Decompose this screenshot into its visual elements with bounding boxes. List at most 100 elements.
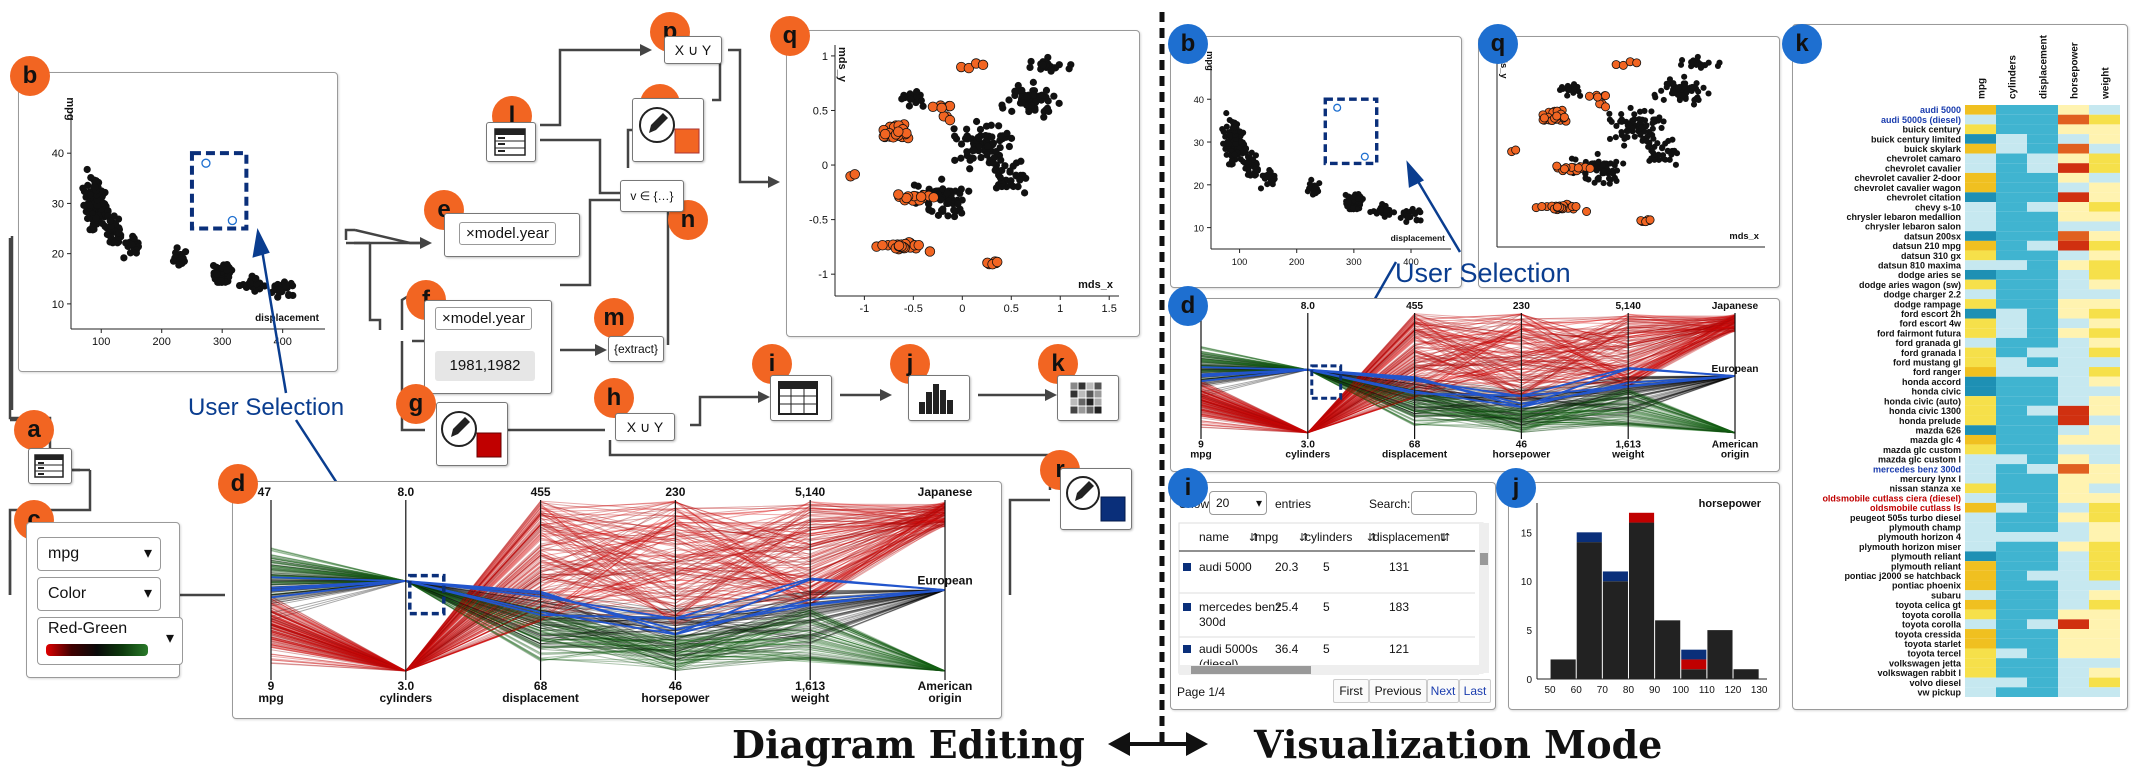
heatmap-cell bbox=[2027, 347, 2058, 358]
row-marker bbox=[1183, 603, 1191, 611]
mds-node-q[interactable]: mds_y mds_x 1 0.5 0 -0.5 -1 -1 -0.5 0 0.5 1 1.5 bbox=[786, 30, 1140, 337]
data-line bbox=[1200, 313, 1736, 434]
visual-mapping-node-c[interactable]: mpg ▾ Color ▾ Red-Green ▾ bbox=[26, 522, 183, 678]
heatmap-cell bbox=[1965, 687, 1996, 697]
data-line bbox=[270, 518, 946, 672]
axis-top-label: 230 bbox=[1513, 301, 1530, 312]
entries-select[interactable]: 20 ▾ bbox=[1209, 491, 1267, 515]
data-line bbox=[270, 558, 946, 672]
heatmap-cell bbox=[1996, 629, 2027, 639]
parallel-coordinates-node-d[interactable]: 47 9 mpg 8.0 3.0 cylinders 455 68 displacement 23… bbox=[232, 481, 1002, 719]
data-point bbox=[1678, 57, 1686, 64]
data-line bbox=[1200, 313, 1736, 434]
heatmap-cell bbox=[2058, 648, 2089, 659]
data-point bbox=[93, 201, 101, 209]
viz-parallel-d[interactable]: 479mpg8.03.0cylinders45568displacement23… bbox=[1170, 298, 1780, 472]
mode-toggle-arrow[interactable] bbox=[1108, 724, 1208, 764]
filter-attr-chip[interactable]: ×model.year bbox=[435, 307, 532, 330]
data-line bbox=[1200, 326, 1736, 434]
axis-bottom-label: 68 bbox=[1409, 440, 1421, 451]
next-button[interactable]: Next bbox=[1427, 679, 1459, 703]
heatmap-cell bbox=[2089, 308, 2120, 319]
model-year-chip[interactable]: ×model.year bbox=[459, 222, 556, 245]
mpg-select[interactable]: mpg ▾ bbox=[37, 537, 161, 571]
heatmap-cell bbox=[2089, 590, 2120, 600]
viz-scatter-b[interactable]: mpg displacement 40 30 20 10 100 200 300 400 bbox=[1170, 36, 1462, 288]
heatmap-cell bbox=[2027, 590, 2058, 600]
heatmap-cell bbox=[1965, 328, 1996, 338]
heatmap-row-label: mazda glc custom bbox=[1883, 445, 1961, 455]
data-line bbox=[1200, 355, 1736, 434]
table-node-i[interactable] bbox=[770, 375, 832, 421]
search-input[interactable] bbox=[1411, 491, 1477, 515]
viz-histogram-j[interactable]: horsepower 15 10 5 0 50 60 70 80 90 100 110 120 130 bbox=[1508, 482, 1780, 710]
histogram-bar-blue bbox=[1576, 532, 1602, 543]
filter-node-f[interactable]: ×model.year 1981,1982 bbox=[424, 300, 552, 394]
data-line bbox=[1200, 325, 1736, 434]
data-line bbox=[1200, 325, 1736, 434]
histogram-node-j[interactable] bbox=[908, 375, 970, 421]
last-button[interactable]: Last bbox=[1459, 679, 1491, 703]
data-point bbox=[1223, 123, 1230, 130]
heatmap-cell bbox=[1965, 629, 1996, 639]
inset-filter-node-n[interactable]: v ∈ {…} bbox=[620, 180, 684, 212]
heatmap-cell bbox=[1965, 561, 1996, 571]
data-point bbox=[1349, 205, 1357, 212]
highlighted-point bbox=[1601, 102, 1611, 112]
color-select[interactable]: Color ▾ bbox=[37, 577, 161, 611]
data-line bbox=[270, 513, 946, 672]
heatmap-cell bbox=[1996, 143, 2027, 154]
data-source-node-l[interactable] bbox=[486, 122, 536, 162]
data-line bbox=[1200, 321, 1736, 434]
heatmap-cell bbox=[1965, 473, 1996, 484]
heatmap-cell bbox=[2089, 648, 2120, 659]
data-line bbox=[270, 515, 946, 672]
visualization-mode-label: Visualization Mode bbox=[1254, 722, 1663, 767]
union-node-p[interactable]: X ∪ Y bbox=[664, 36, 722, 64]
data-line bbox=[270, 501, 946, 672]
data-line bbox=[1200, 352, 1736, 434]
filter-values[interactable]: 1981,1982 bbox=[435, 351, 535, 381]
data-line bbox=[1200, 369, 1736, 411]
entries-label: entries bbox=[1275, 497, 1312, 511]
viz-heatmap-k[interactable]: mpg cylinders displacement horsepower weight… bbox=[1792, 24, 2128, 710]
first-button[interactable]: First bbox=[1333, 679, 1369, 703]
colorscale-select[interactable]: Red-Green ▾ bbox=[37, 617, 183, 665]
data-point bbox=[977, 153, 985, 162]
color-node-g[interactable] bbox=[436, 402, 508, 466]
heatmap-cell bbox=[1996, 590, 2027, 600]
y-tick-label: 0.5 bbox=[813, 105, 828, 117]
data-point bbox=[1631, 111, 1638, 118]
extract-node-m[interactable]: {extract} bbox=[608, 336, 664, 362]
data-point bbox=[957, 140, 966, 148]
data-line bbox=[1200, 358, 1736, 434]
histogram-bar-blue bbox=[1602, 571, 1628, 582]
data-point bbox=[1308, 176, 1315, 183]
axis-top-label: 5,140 bbox=[1615, 301, 1641, 312]
heatmap-row-label: dodge rampage bbox=[1894, 299, 1961, 309]
heatmap-cell bbox=[2089, 124, 2120, 135]
previous-button[interactable]: Previous bbox=[1369, 679, 1427, 703]
viz-table-i[interactable]: Show 20▾ entries Search: name⇵mpg⇵cylind… bbox=[1170, 482, 1496, 710]
data-source-node-a[interactable] bbox=[28, 448, 72, 484]
heatmap-cell bbox=[2027, 532, 2058, 542]
data-point bbox=[905, 102, 913, 110]
data-point bbox=[1411, 209, 1418, 216]
data-line bbox=[1200, 327, 1736, 434]
scatter-node-b[interactable]: mpg displacement 40 30 20 10 100 200 300 400 bbox=[18, 72, 338, 372]
scroll-thumb bbox=[1480, 553, 1488, 565]
sort-icon: ⇵ bbox=[1441, 532, 1450, 544]
data-line bbox=[1200, 316, 1736, 434]
union-node-h[interactable]: X ∪ Y bbox=[615, 413, 675, 441]
attribute-node-e[interactable]: ×model.year bbox=[444, 213, 580, 257]
data-line bbox=[1200, 315, 1736, 434]
data-line bbox=[1200, 319, 1736, 434]
heatmap-node-k[interactable] bbox=[1057, 375, 1119, 421]
viz-mds-q[interactable]: mds_y mds_x bbox=[1478, 36, 1780, 288]
heatmap-cell bbox=[2058, 580, 2089, 591]
heatmap-column-label: weight bbox=[2101, 67, 2112, 100]
color-node-r[interactable] bbox=[1060, 468, 1132, 530]
heatmap-cell bbox=[2089, 638, 2120, 649]
highlighted-point bbox=[1618, 60, 1628, 70]
color-node-o[interactable] bbox=[632, 98, 704, 162]
